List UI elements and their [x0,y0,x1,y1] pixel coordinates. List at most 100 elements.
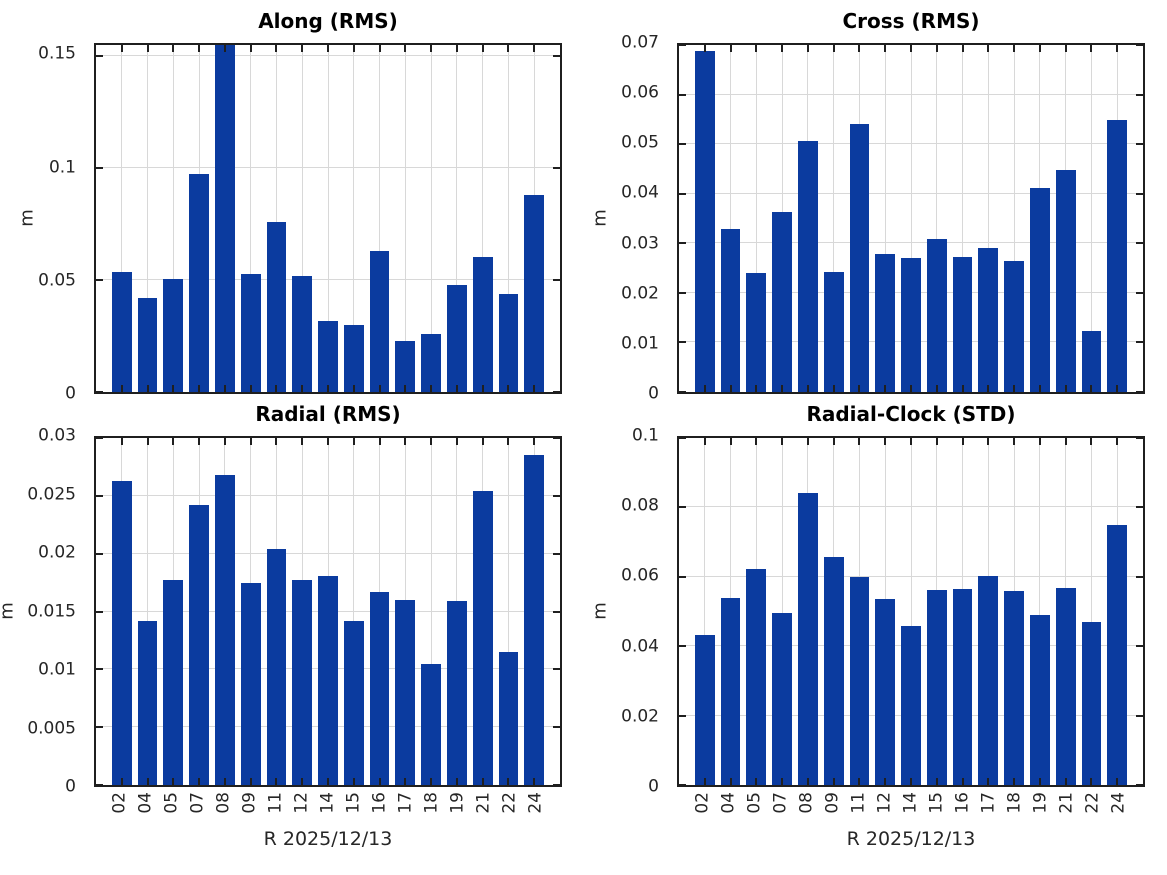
x-tick-mark [806,385,809,392]
x-tick-mark [987,385,990,392]
x-tick-mark [378,438,381,445]
x-tick-mark [301,778,304,785]
x-gridline [1039,438,1041,785]
bar-18 [421,663,442,785]
x-tick-mark [832,45,835,52]
x-tick-mark [961,385,964,392]
x-tick-mark [1038,778,1041,785]
bar-17 [395,340,416,392]
plot-area [677,43,1145,394]
x-tick-mark [755,438,758,445]
y-tick-mark [96,279,103,282]
x-tick-mark [781,45,784,52]
x-gridline [884,45,886,392]
x-tick-mark [172,45,175,52]
bar-17 [395,599,416,785]
y-tick-label: 0.1 [48,157,76,178]
x-tick-mark [806,438,809,445]
x-gridline [147,438,149,785]
y-tick-label: 0 [648,776,659,797]
x-tick-mark [935,385,938,392]
x-gridline [430,45,432,392]
y-tick-mark [553,552,560,555]
x-tick-mark [1064,778,1067,785]
y-tick-mark [96,167,103,170]
y-tick-mark [553,726,560,729]
x-gridline [704,438,706,785]
y-tick-label: 0.02 [621,706,659,727]
x-tick-mark [223,778,226,785]
bar-18 [1004,591,1025,785]
x-tick-mark [1013,778,1016,785]
x-tick-mark [327,438,329,445]
bar-02 [111,480,132,785]
bar-02 [694,635,715,785]
x-tick-mark [1064,438,1067,445]
bar-11 [849,576,870,785]
y-tick-mark [553,668,560,671]
bar-12 [875,599,896,785]
bar-17 [978,576,999,785]
y-tick-mark [679,506,686,509]
y-tick-mark [679,714,686,717]
x-tick-mark [755,45,758,52]
bar-24 [1107,119,1128,392]
x-tick-mark [146,45,149,52]
x-tick-mark [481,778,484,785]
x-tick-mark [910,438,912,445]
x-tick-mark [1090,438,1093,445]
x-tick-mark [249,385,252,392]
x-tick-mark [198,438,201,445]
x-tick-mark [120,45,123,52]
bar-15 [343,620,364,785]
x-gridline [327,45,329,392]
x-tick-mark [1116,45,1119,52]
bar-22 [1081,330,1102,392]
x-tick-mark [455,45,458,52]
bar-11 [266,549,287,785]
x-tick-mark [146,385,149,392]
y-tick-label: 0.1 [631,425,659,446]
bar-05 [163,279,184,392]
y-tick-label: 0.02 [38,542,76,563]
x-tick-mark [404,385,407,392]
y-tick-label: 0.05 [38,270,76,291]
y-tick-label: 0 [65,776,76,797]
y-tick-mark [1136,192,1143,195]
x-gridline [379,45,381,392]
x-tick-mark [806,778,809,785]
bar-24 [524,455,545,785]
bar-04 [720,228,741,392]
x-tick-mark [430,45,433,52]
plot-area [94,436,562,787]
x-tick-mark [961,438,964,445]
x-tick-mark [378,778,381,785]
y-tick-mark [679,242,686,245]
x-tick-mark [301,45,304,52]
y-tick-mark [679,645,686,648]
x-tick-mark [172,778,175,785]
x-tick-mark [120,438,123,445]
bar-09 [823,272,844,392]
x-tick-mark [301,438,304,445]
x-tick-mark [249,438,252,445]
y-tick-mark [96,391,103,393]
y-tick-mark [553,784,560,786]
bar-14 [901,258,921,392]
x-tick-mark [884,438,887,445]
x-tick-mark [1038,385,1041,392]
y-tick-label: 0.03 [621,233,659,254]
x-tick-mark [910,385,912,392]
bar-02 [111,272,132,392]
bar-08 [214,45,235,392]
y-tick-label: 0.04 [621,182,659,203]
x-tick-mark [430,438,433,445]
bar-16 [952,256,973,392]
y-tick-mark [1136,645,1143,648]
bar-05 [746,568,767,785]
x-tick-mark [223,45,226,52]
y-axis-tick-labels: 0 0.02 0.04 0.06 0.08 0.1 [588,427,668,795]
